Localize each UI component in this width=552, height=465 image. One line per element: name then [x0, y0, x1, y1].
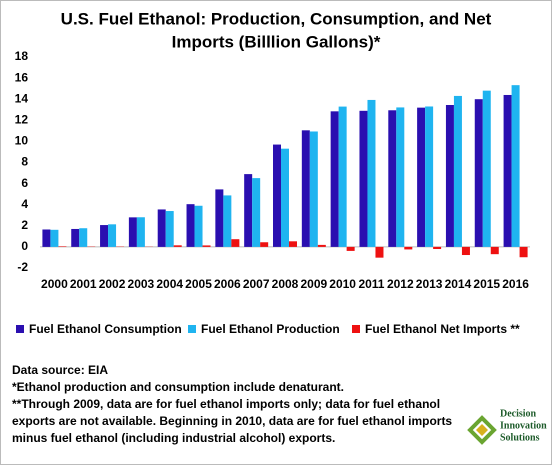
bar [71, 228, 80, 247]
bar [215, 189, 224, 247]
bar [490, 246, 499, 255]
bar [375, 246, 384, 258]
note: *Ethanol production and consumption incl… [12, 380, 344, 394]
chart-title: Imports (Billlion Gallons)* [172, 32, 381, 51]
legend-swatch [352, 325, 360, 333]
y-tick-label: 14 [15, 91, 29, 105]
y-tick-label: 16 [15, 70, 29, 84]
bar [108, 224, 117, 247]
legend-swatch [188, 325, 196, 333]
bar [260, 242, 269, 247]
bar [519, 246, 528, 258]
x-tick-label: 2001 [70, 277, 97, 291]
legend-swatch [16, 325, 24, 333]
y-tick-label: 0 [21, 239, 28, 253]
legend-label: Fuel Ethanol Production [201, 322, 340, 336]
logo-text: Solutions [500, 432, 540, 443]
y-tick-label: 10 [15, 134, 29, 148]
bar [273, 144, 281, 247]
x-tick-label: 2006 [214, 277, 241, 291]
bar [433, 246, 442, 250]
bar [58, 246, 67, 247]
x-tick-label: 2005 [185, 277, 212, 291]
bar [252, 178, 261, 247]
bar [482, 90, 491, 247]
y-tick-label: 18 [15, 49, 29, 63]
bar [244, 174, 253, 247]
bar [128, 217, 137, 247]
bar [281, 148, 289, 247]
bar [425, 106, 434, 247]
note: minus fuel ethanol (including industrial… [12, 431, 335, 445]
bar [136, 217, 145, 247]
bar [79, 228, 88, 247]
legend-label: Fuel Ethanol Consumption [29, 322, 182, 336]
bar [453, 95, 462, 247]
chart-title: U.S. Fuel Ethanol: Production, Consumpti… [61, 9, 492, 28]
bar [474, 99, 483, 247]
note: Data source: EIA [12, 363, 108, 377]
x-tick-label: 2012 [387, 277, 414, 291]
bar [503, 94, 512, 247]
bar [301, 130, 310, 247]
bar [388, 110, 397, 247]
bar [100, 225, 109, 247]
bar [445, 105, 454, 247]
logo-text: Decision [500, 408, 537, 419]
bar [173, 245, 182, 247]
y-tick-label: 2 [21, 218, 28, 232]
bar [157, 209, 166, 247]
x-tick-label: 2003 [128, 277, 155, 291]
note: exports are not available. Beginning in … [12, 414, 452, 428]
bar [461, 246, 470, 256]
x-tick-label: 2000 [41, 277, 68, 291]
bar [330, 111, 339, 247]
x-tick-label: 2011 [358, 277, 384, 291]
bar [186, 204, 195, 247]
y-tick-label: 4 [21, 197, 28, 211]
legend-label: Fuel Ethanol Net Imports ** [365, 322, 520, 336]
x-tick-label: 2014 [445, 277, 472, 291]
x-tick-label: 2010 [329, 277, 356, 291]
bar [338, 106, 347, 247]
logo-icon [467, 415, 497, 445]
bar [396, 107, 405, 247]
bar [511, 85, 520, 247]
bar [346, 246, 355, 251]
x-tick-label: 2007 [243, 277, 270, 291]
bar [202, 245, 211, 247]
y-tick-label: 12 [15, 112, 29, 126]
bar [165, 211, 174, 247]
bar [231, 239, 240, 247]
bar [194, 205, 203, 247]
logo-text: Innovation [500, 420, 547, 431]
x-tick-label: 2002 [99, 277, 126, 291]
bar [317, 244, 326, 247]
x-tick-label: 2008 [272, 277, 299, 291]
bar [417, 107, 426, 247]
y-tick-label: 8 [21, 155, 28, 169]
x-tick-label: 2015 [473, 277, 500, 291]
y-tick-label: 6 [21, 176, 28, 190]
bar [289, 241, 297, 247]
y-tick-label: -2 [17, 260, 28, 274]
bar [50, 229, 59, 247]
bar [309, 131, 318, 247]
note: **Through 2009, data are for fuel ethano… [12, 397, 440, 411]
x-tick-label: 2013 [416, 277, 443, 291]
x-tick-label: 2009 [300, 277, 327, 291]
bar [223, 195, 232, 247]
x-tick-label: 2004 [156, 277, 183, 291]
bar [367, 99, 376, 247]
bar [404, 246, 413, 250]
x-tick-label: 2016 [502, 277, 529, 291]
bar [42, 229, 51, 247]
bar [359, 110, 368, 247]
